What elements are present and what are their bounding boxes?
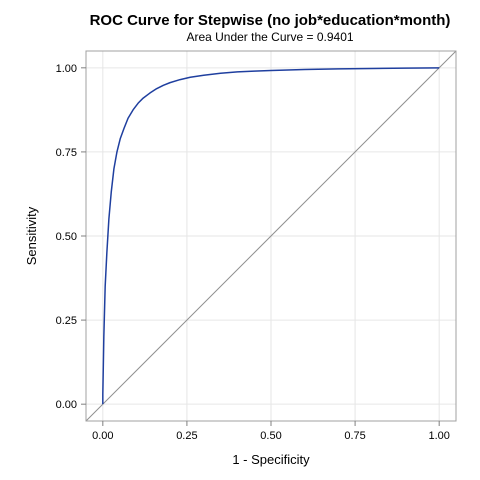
x-tick-label: 0.25: [176, 430, 197, 442]
x-tick-label: 0.50: [260, 430, 281, 442]
y-tick-label: 1.00: [56, 63, 77, 75]
x-tick-label: 1.00: [428, 430, 449, 442]
y-tick-label: 0.25: [56, 315, 77, 327]
x-tick-label: 0.75: [344, 430, 365, 442]
y-tick-label: 0.75: [56, 147, 77, 159]
chart-title: ROC Curve for Stepwise (no job*education…: [90, 12, 451, 29]
y-tick-label: 0.00: [56, 399, 77, 411]
roc-curve-line: [102, 67, 440, 405]
series-group: [85, 50, 457, 422]
x-tick-label: 0.00: [92, 430, 113, 442]
chart-subtitle: Area Under the Curve = 0.9401: [186, 30, 353, 44]
axis-ticks: 0.00 0.25 0.50 0.75 1.00 0.00 0.25 0.50 0.75 1.00: [56, 63, 450, 442]
y-axis-label: Sensitivity: [24, 206, 39, 265]
y-tick-label: 0.50: [56, 231, 77, 243]
x-axis-label: 1 - Specificity: [232, 452, 310, 467]
reference-diagonal-line: [85, 50, 457, 422]
